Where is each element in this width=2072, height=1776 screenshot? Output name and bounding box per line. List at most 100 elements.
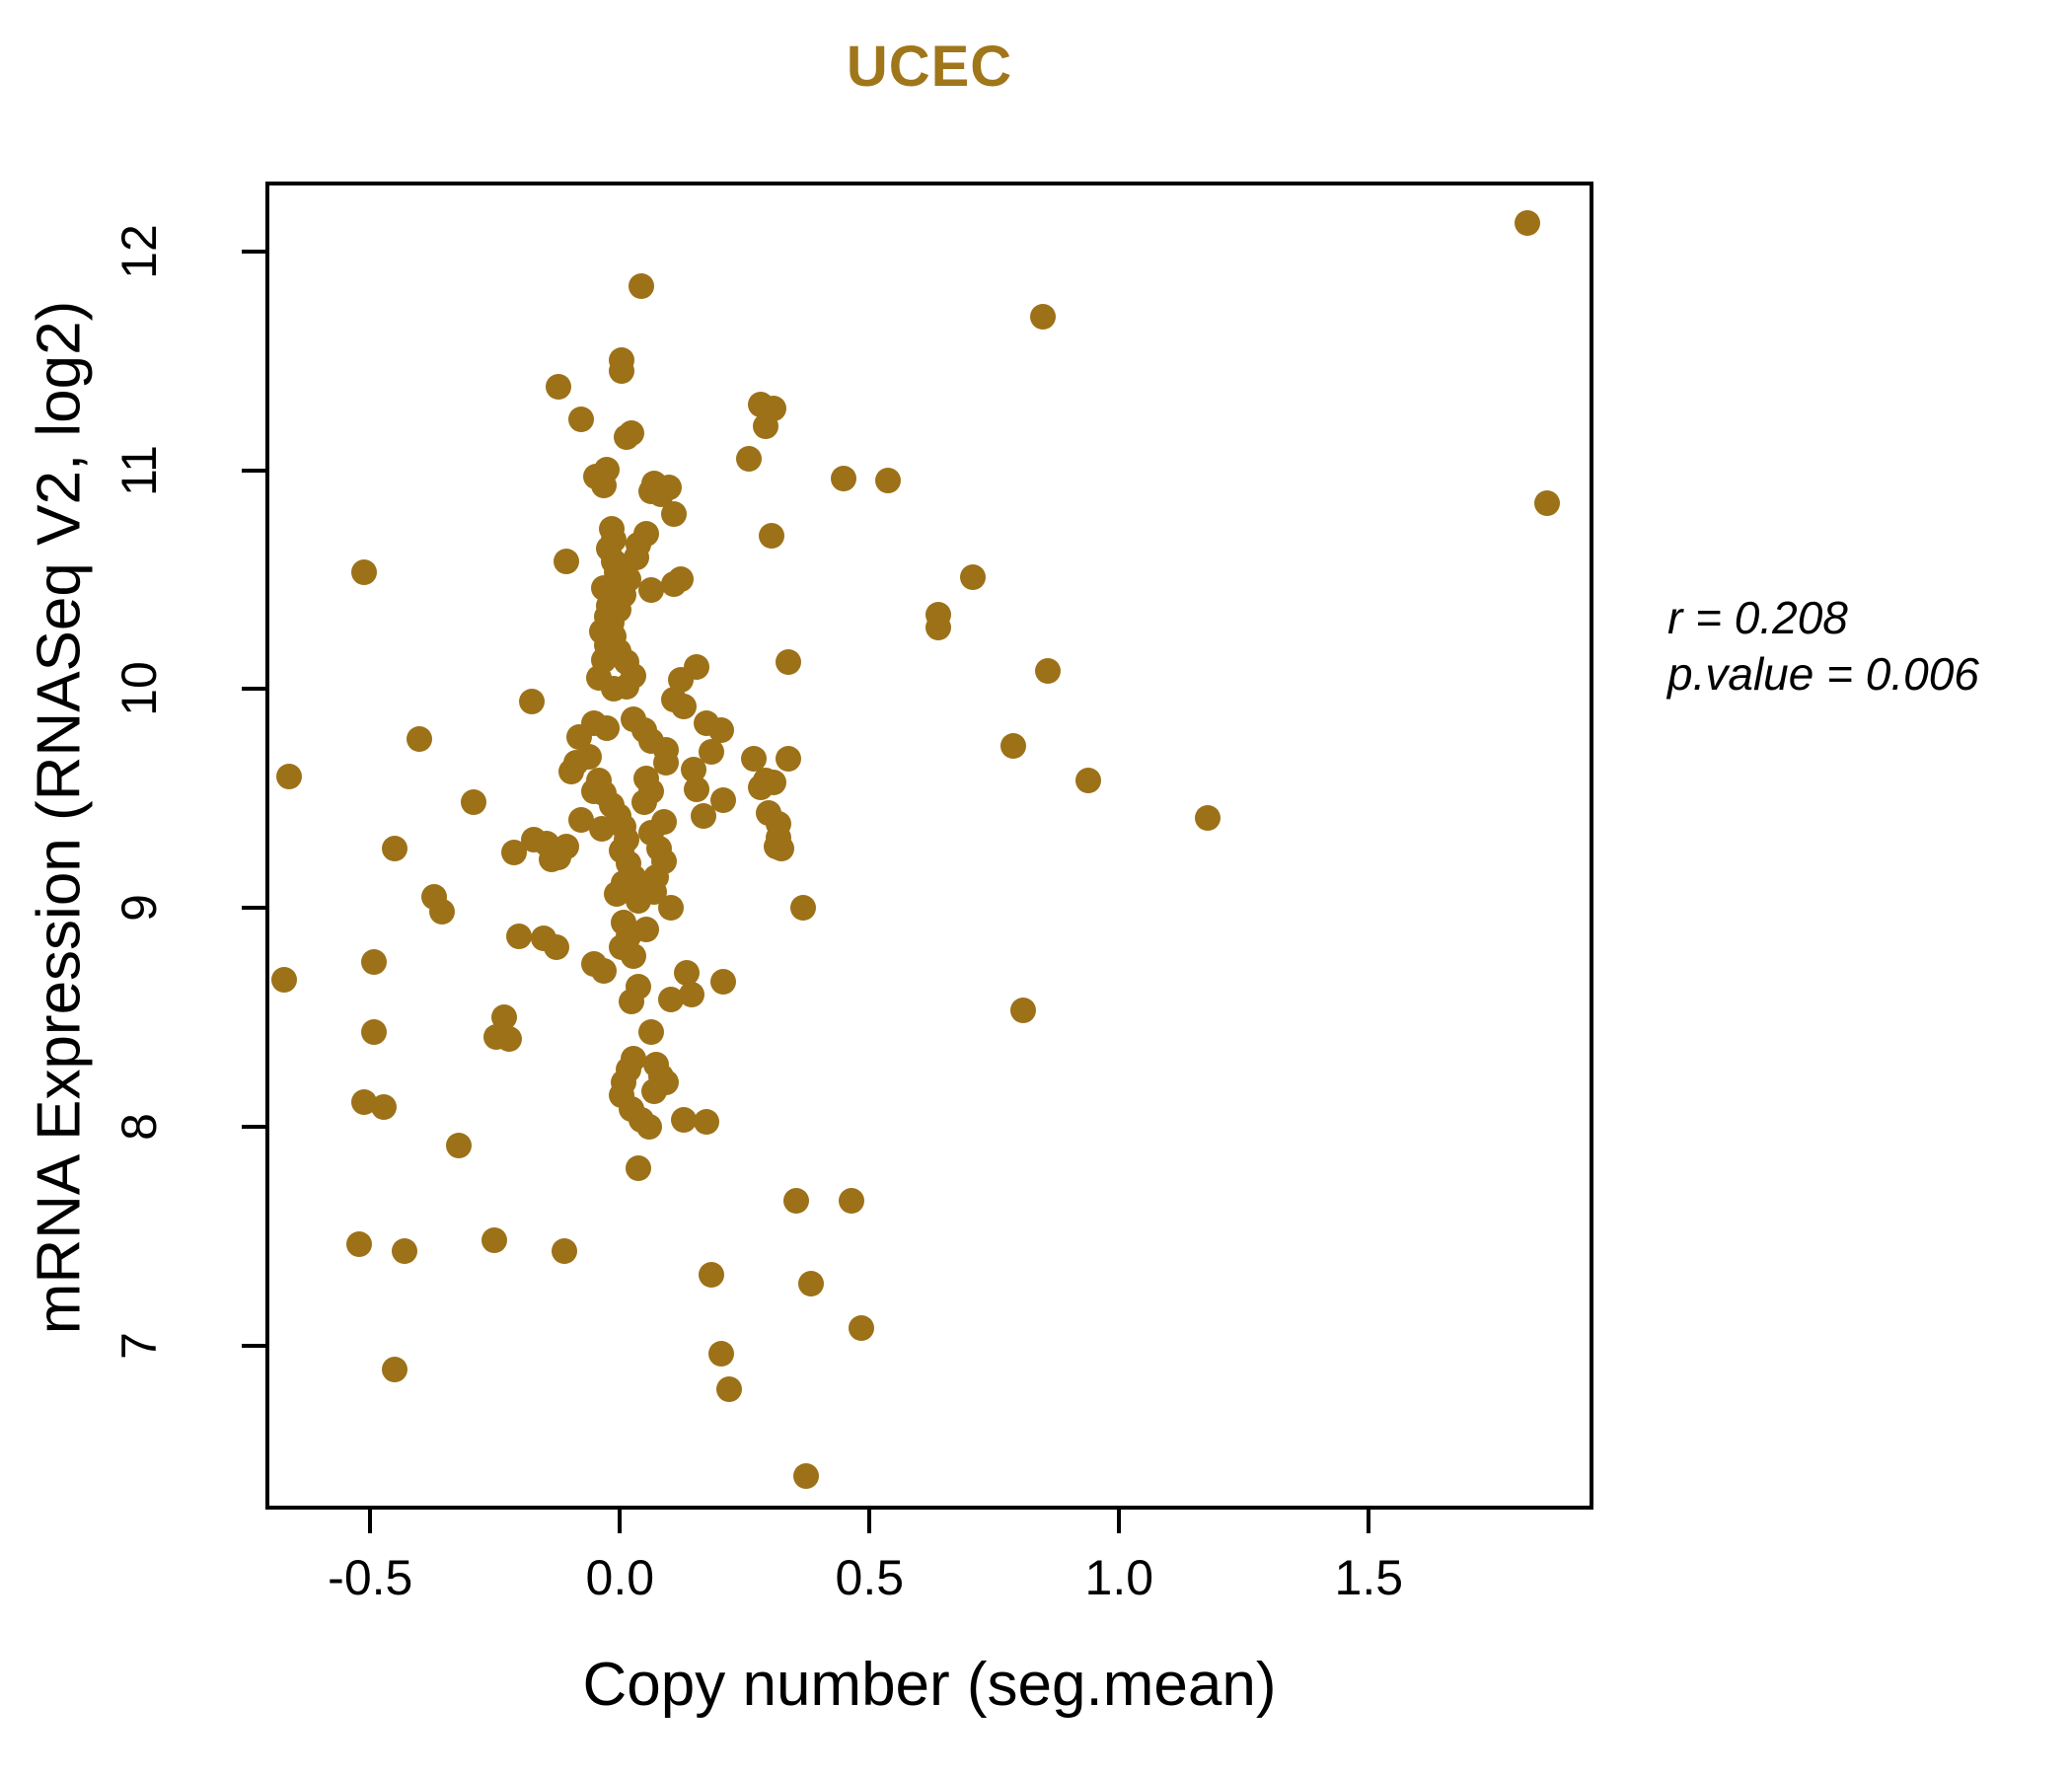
scatter-point [371, 1093, 398, 1120]
y-tick-label: 11 [111, 444, 167, 496]
scatter-point [715, 1375, 742, 1402]
y-tick-mark [242, 906, 265, 911]
scatter-point [753, 412, 779, 439]
y-tick-mark [242, 249, 265, 254]
scatter-point [381, 835, 407, 861]
scatter-point [691, 802, 717, 829]
scatter-point [740, 745, 767, 772]
scatter-point [653, 750, 680, 777]
y-tick-mark [242, 1343, 265, 1348]
x-axis-title: Copy number (seg.mean) [582, 1651, 1277, 1719]
scatter-point [621, 662, 647, 689]
scatter-point [848, 1314, 874, 1341]
scatter-point [1534, 489, 1561, 516]
scatter-point [626, 1154, 652, 1181]
page-title: UCEC [846, 35, 1013, 99]
scatter-point [633, 520, 660, 547]
scatter-point [670, 693, 697, 719]
scatter-point [546, 374, 572, 400]
plot-area [265, 182, 1593, 1510]
scatter-point [710, 969, 737, 996]
scatter-point [618, 989, 644, 1015]
scatter-point [391, 1237, 417, 1264]
y-tick-label: 10 [111, 661, 167, 717]
scatter-point [635, 1113, 662, 1140]
scatter-point [798, 1271, 825, 1297]
scatter-point [420, 883, 447, 910]
scatter-point [580, 951, 607, 978]
stats-annotation: r = 0.208 p.value = 0.006 [1667, 590, 1979, 703]
scatter-point [446, 1133, 473, 1159]
scatter-point [668, 566, 695, 593]
scatter-point [735, 446, 762, 473]
scatter-point [558, 759, 585, 785]
scatter-point [500, 840, 527, 866]
scatter-point [406, 726, 432, 753]
scatter-point [776, 649, 802, 676]
scatter-point [960, 563, 987, 590]
scatter-point [838, 1187, 864, 1214]
y-tick-mark [242, 687, 265, 692]
scatter-point [346, 1231, 373, 1258]
x-tick-mark [618, 1510, 623, 1533]
scatter-point [678, 982, 704, 1008]
y-tick-mark [242, 468, 265, 473]
scatter-point [748, 391, 775, 417]
scatter-point [495, 1025, 522, 1052]
x-tick-mark [867, 1510, 872, 1533]
scatter-point [546, 844, 572, 870]
scatter-point [618, 419, 644, 446]
scatter-point [633, 916, 660, 942]
scatter-point [693, 1109, 719, 1136]
scatter-point [461, 789, 487, 816]
scatter-point [673, 960, 700, 987]
scatter-point [603, 881, 629, 908]
scatter-point [766, 824, 792, 851]
scatter-point [875, 468, 902, 494]
scatter-point [758, 522, 784, 549]
scatter-point [999, 732, 1026, 759]
scatter-point [271, 966, 298, 993]
scatter-point [351, 559, 378, 586]
scatter-point [698, 1262, 724, 1289]
y-axis-title: mRNA Expression (RNASeq V2, log2) [25, 300, 94, 1335]
scatter-point [638, 728, 665, 755]
x-tick-label: 1.5 [1334, 1550, 1404, 1605]
scatter-point [621, 942, 647, 969]
scatter-point [925, 614, 952, 640]
scatter-point [608, 358, 634, 385]
scatter-point [670, 1106, 697, 1133]
scatter-point [276, 763, 303, 789]
scatter-point [707, 1341, 734, 1368]
scatter-point [1030, 304, 1057, 331]
scatter-point [1195, 804, 1221, 831]
scatter-point [518, 689, 545, 715]
scatter-point [568, 407, 595, 433]
scatter-point [643, 1052, 670, 1078]
x-tick-label: 0.5 [835, 1550, 905, 1605]
scatter-point [638, 1019, 665, 1046]
x-tick-label: 0.0 [585, 1550, 655, 1605]
scatter-point [381, 1356, 407, 1382]
scatter-point [761, 770, 787, 796]
scatter-point [693, 710, 719, 737]
scatter-point [658, 894, 685, 921]
correlation-value: r = 0.208 [1667, 592, 1848, 643]
scatter-point [1074, 768, 1101, 794]
scatter-point [782, 1187, 809, 1214]
x-tick-label: -0.5 [328, 1550, 413, 1605]
scatter-point [554, 549, 580, 575]
pvalue-value: p.value = 0.006 [1667, 648, 1979, 701]
y-tick-label: 8 [111, 1113, 167, 1141]
scatter-point [1010, 997, 1037, 1023]
scatter-point [681, 757, 707, 783]
x-tick-mark [368, 1510, 373, 1533]
scatter-point [506, 923, 532, 949]
scatter-point [790, 894, 817, 921]
x-tick-mark [1367, 1510, 1371, 1533]
scatter-point [583, 463, 610, 489]
y-tick-mark [242, 1124, 265, 1129]
scatter-point [1035, 658, 1062, 685]
y-tick-label: 9 [111, 894, 167, 923]
